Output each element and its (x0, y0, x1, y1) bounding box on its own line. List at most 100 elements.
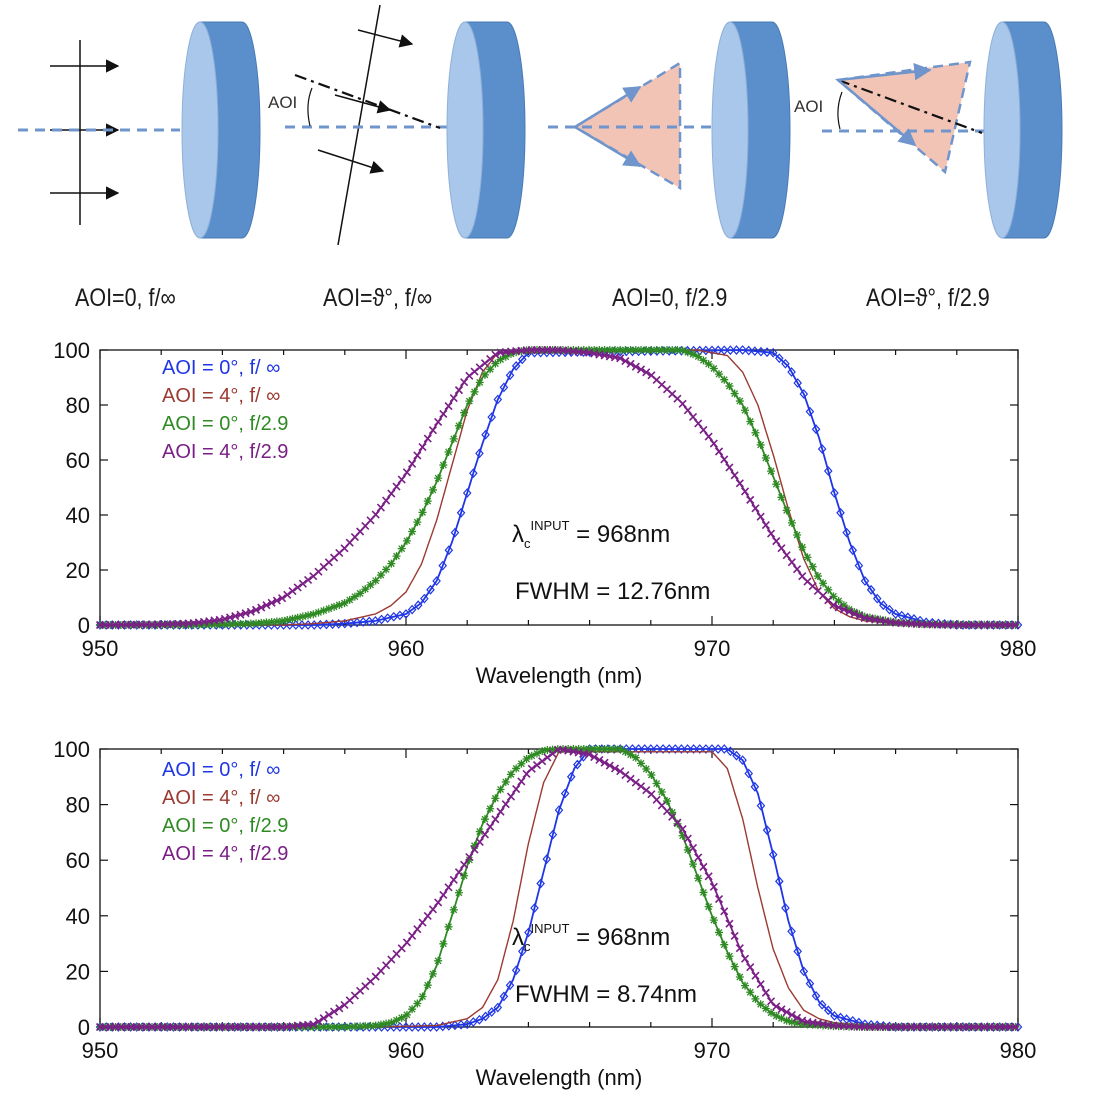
series-4-point (330, 1007, 339, 1016)
series-4-point (636, 782, 646, 791)
series-1-point (560, 788, 570, 799)
chart-annotation: λcINPUT = 968nm FWHM = 12.76nm (512, 518, 710, 605)
legend-entry-2: AOI = 4°, f/ ∞ (162, 787, 280, 809)
series-3-point (689, 860, 698, 869)
cone-ray-arrow (837, 79, 917, 147)
series-4-point (673, 818, 682, 827)
series-3-point (626, 750, 635, 759)
series-3-point (371, 1021, 380, 1030)
series-3-point (730, 389, 739, 398)
series-1-point (517, 946, 527, 957)
series-3-point (460, 871, 469, 880)
series-3-point (304, 1023, 313, 1031)
series-3-point (819, 1021, 828, 1030)
legend-entry-1: AOI = 0°, f/ ∞ (162, 759, 280, 781)
series-4-point (642, 786, 651, 795)
series-3-point (314, 608, 323, 617)
lambda-subscript: c (524, 536, 531, 551)
series-4-point (324, 1010, 333, 1019)
series-3-point (756, 440, 765, 449)
series-3-point (767, 1008, 776, 1017)
x-axis-label: Wavelength (nm) (476, 663, 643, 688)
series-1-point (450, 1020, 460, 1031)
series-3-point (184, 621, 193, 629)
series-1-point (554, 805, 564, 816)
series-1-point (836, 1012, 845, 1023)
y-tick-label: 0 (78, 613, 90, 638)
series-3-point (678, 831, 687, 840)
series-3-point (428, 485, 437, 494)
series-4-point (397, 475, 406, 484)
series-4-point (371, 510, 380, 519)
series-1-point (542, 854, 552, 864)
series-1-point (499, 382, 509, 393)
series-layer (95, 744, 1023, 1032)
series-3-point (746, 988, 755, 997)
series-3-point (668, 808, 677, 817)
series-3-point (647, 771, 656, 780)
series-3-point (262, 618, 271, 627)
series-3-point (704, 902, 713, 911)
series-3-point (220, 620, 229, 629)
series-3-point (813, 572, 822, 581)
lambda-subscript: c (524, 939, 531, 954)
series-4-point (454, 386, 464, 395)
x-tick-label: 980 (1000, 636, 1037, 661)
series-4-point (439, 409, 448, 419)
series-4-point (616, 354, 625, 363)
series-3-point (782, 506, 791, 515)
series-4-point (746, 963, 755, 972)
series-layer (95, 345, 1023, 630)
series-3-point (616, 745, 625, 753)
series-3-point (335, 1023, 344, 1031)
series-1-point (701, 744, 711, 754)
series-3-point (761, 454, 770, 463)
series-1-point (499, 991, 509, 1002)
series-4-point (782, 551, 791, 560)
series-4-point (376, 503, 385, 512)
series-1-point (469, 1017, 478, 1027)
series-3-point (402, 536, 411, 545)
series-3-point (631, 753, 640, 762)
series-3-point (735, 973, 744, 982)
series-3-point (491, 794, 500, 803)
series-4-point (418, 442, 427, 452)
series-4-point (335, 1004, 344, 1013)
y-tick-label: 20 (66, 558, 90, 583)
series-1-point (683, 744, 692, 754)
series-4-point (444, 883, 453, 892)
series-3-point (637, 346, 646, 354)
series-4-point (288, 587, 297, 596)
series-3-point (215, 620, 224, 629)
series-1-point (462, 1019, 472, 1030)
series-4-point (382, 496, 391, 505)
series-4-point (683, 834, 692, 843)
series-1-point (738, 345, 747, 355)
x-tick-label: 960 (388, 636, 425, 661)
series-1-point (358, 617, 368, 627)
series-1-point (879, 600, 888, 611)
series-4-point (278, 594, 287, 603)
series-1-point (726, 345, 735, 356)
y-tick-label: 0 (78, 1015, 90, 1040)
series-3-point (444, 447, 453, 456)
series-4-point (714, 447, 724, 456)
series-1-point (530, 903, 539, 913)
series-1-point (823, 1005, 833, 1016)
series-4-point (777, 1005, 786, 1014)
series-1-point (799, 966, 809, 977)
series-1-point (817, 999, 827, 1010)
series-3-point (657, 788, 666, 797)
series-3-point (387, 1018, 396, 1027)
legend-entry-4: AOI = 4°, f/2.9 (162, 441, 288, 463)
series-4-point (486, 822, 495, 831)
series-3-point (808, 1020, 817, 1029)
series-4-point (793, 565, 802, 574)
series-1-point (719, 345, 729, 356)
series-1-point (811, 424, 821, 435)
series-4-point (548, 749, 557, 758)
series-3-point (288, 614, 297, 623)
series-3-point (512, 764, 521, 773)
series-4-point (761, 521, 770, 530)
